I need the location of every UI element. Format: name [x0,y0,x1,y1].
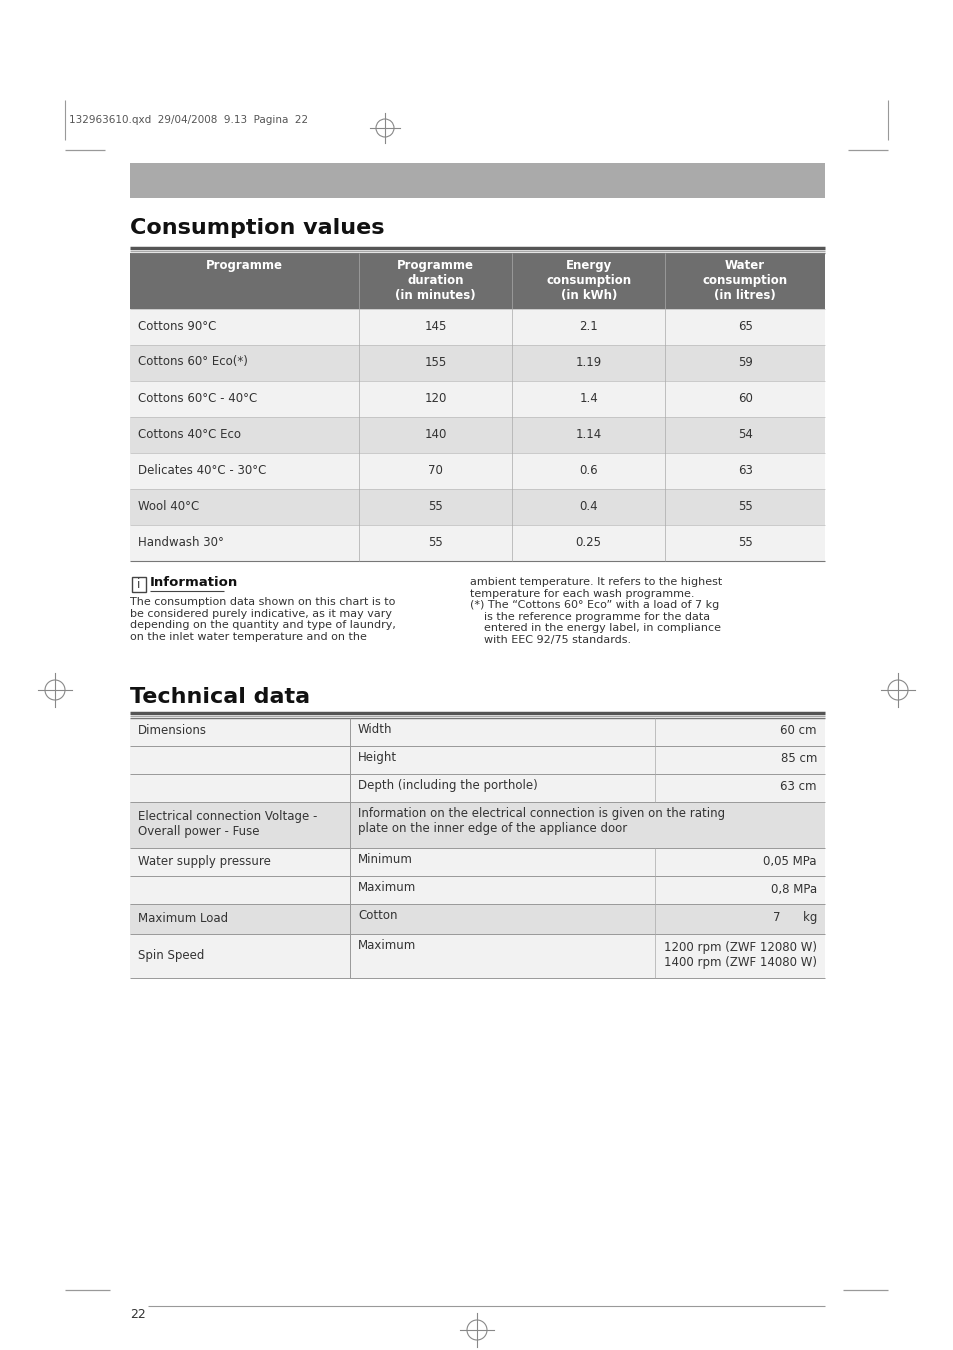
Text: Programme: Programme [206,259,283,271]
Text: Water supply pressure: Water supply pressure [138,855,271,868]
Bar [130,346,824,381]
Bar [130,381,824,417]
Text: 55: 55 [737,500,752,513]
Bar [130,525,824,562]
Text: Electrical connection Voltage -
Overall power - Fuse: Electrical connection Voltage - Overall … [138,810,317,838]
Text: The consumption data shown on this chart is to
be considered purely indicative, : The consumption data shown on this chart… [130,597,395,641]
Text: Dimensions: Dimensions [138,725,207,737]
Text: 0.6: 0.6 [578,463,598,477]
Text: Cottons 60° Eco(*): Cottons 60° Eco(*) [138,355,248,369]
Text: Maximum Load: Maximum Load [138,911,228,925]
Text: Water
consumption
(in litres): Water consumption (in litres) [701,259,787,302]
Bar [130,417,824,454]
Text: Information: Information [150,576,238,589]
Text: 0.25: 0.25 [575,536,601,548]
Bar [130,848,824,876]
Text: Spin Speed: Spin Speed [138,949,204,961]
Bar [130,454,824,489]
Bar [130,489,824,525]
Text: i: i [137,578,140,591]
Text: 1.19: 1.19 [575,355,601,369]
Text: 54: 54 [737,428,752,440]
Text: 140: 140 [424,428,447,440]
Text: 65: 65 [737,320,752,332]
Bar [130,309,824,346]
Text: 132963610.qxd  29/04/2008  9.13  Pagina  22: 132963610.qxd 29/04/2008 9.13 Pagina 22 [69,115,308,126]
Text: Programme
duration
(in minutes): Programme duration (in minutes) [395,259,476,302]
Text: 59: 59 [737,355,752,369]
Text: Cottons 90°C: Cottons 90°C [138,320,216,332]
Text: 60 cm: 60 cm [780,725,816,737]
Text: 155: 155 [424,355,446,369]
Bar [130,802,824,848]
Text: Wool 40°C: Wool 40°C [138,500,199,513]
Text: 55: 55 [428,500,443,513]
Text: 70: 70 [428,463,443,477]
Text: ambient temperature. It refers to the highest
temperature for each wash programm: ambient temperature. It refers to the hi… [470,576,721,645]
Text: Maximum: Maximum [357,882,416,894]
Text: 2.1: 2.1 [578,320,598,332]
Bar [130,747,824,774]
Text: 22: 22 [130,1308,146,1322]
Text: Technical data: Technical data [130,687,310,707]
Text: Depth (including the porthole): Depth (including the porthole) [357,779,537,792]
Text: 60: 60 [737,392,752,405]
Text: 0,05 MPa: 0,05 MPa [762,855,816,868]
Text: 1.4: 1.4 [578,392,598,405]
Bar [130,876,824,904]
Text: 0,8 MPa: 0,8 MPa [770,883,816,895]
Text: Energy
consumption
(in kWh): Energy consumption (in kWh) [545,259,631,302]
Text: 55: 55 [428,536,443,548]
Text: Minimum: Minimum [357,853,413,865]
Text: Cottons 60°C - 40°C: Cottons 60°C - 40°C [138,392,257,405]
Text: 145: 145 [424,320,447,332]
Text: Information on the electrical connection is given on the rating
plate on the inn: Information on the electrical connection… [357,807,724,836]
Text: Width: Width [357,724,392,736]
Text: 120: 120 [424,392,447,405]
Bar [130,163,824,198]
Bar [130,904,824,934]
Bar [130,718,824,747]
Text: 1.14: 1.14 [575,428,601,440]
Text: Delicates 40°C - 30°C: Delicates 40°C - 30°C [138,463,266,477]
Text: 63: 63 [737,463,752,477]
Text: Height: Height [357,751,396,764]
Text: 0.4: 0.4 [578,500,598,513]
Bar [130,252,824,309]
Text: 85 cm: 85 cm [780,752,816,765]
Text: 55: 55 [737,536,752,548]
Text: 1200 rpm (ZWF 12080 W)
1400 rpm (ZWF 14080 W): 1200 rpm (ZWF 12080 W) 1400 rpm (ZWF 140… [663,941,816,969]
Text: Cottons 40°C Eco: Cottons 40°C Eco [138,428,241,440]
Text: Maximum: Maximum [357,940,416,952]
Text: 63 cm: 63 cm [780,780,816,794]
Text: Consumption values: Consumption values [130,217,384,238]
Bar [130,774,824,802]
Text: 7      kg: 7 kg [772,911,816,925]
Text: Cotton: Cotton [357,909,397,922]
Text: Handwash 30°: Handwash 30° [138,536,224,548]
Bar [130,934,824,977]
